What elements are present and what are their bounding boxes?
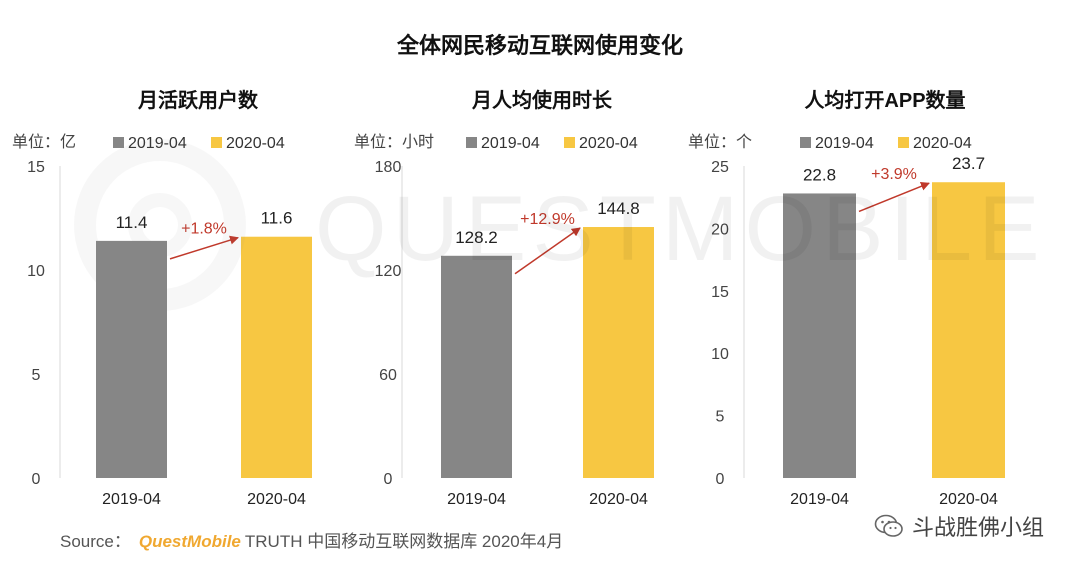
chart3-data-label-2020-04: 23.7: [952, 154, 985, 173]
chart2-bar-2019-04: [441, 255, 512, 478]
chart1-y-tick-label: 0: [32, 471, 41, 488]
chart2-data-label-2019-04: 128.2: [455, 228, 498, 247]
source-line: Source： QuestMobile TRUTH 中国移动互联网数据库 2020年…: [60, 527, 563, 552]
chart2-legend-label-2020: 2020-04: [579, 135, 638, 152]
chart3-growth-arrow: [858, 182, 930, 213]
chart1-legend-label-2019: 2019-04: [128, 135, 187, 152]
chart2-y-tick-label: 0: [384, 471, 393, 488]
chart1-data-label-2020-04: 11.6: [261, 209, 293, 228]
chart3-y-tick-label: 5: [716, 409, 725, 426]
chart1-bar-2020-04: [241, 236, 312, 478]
chart3-legend-swatch-2020: [898, 137, 909, 148]
source-prefix: Source：: [60, 532, 131, 551]
chart1-y-tick-label: 10: [27, 263, 45, 280]
chart3-legend-label-2019: 2019-04: [815, 135, 874, 152]
chart3-legend-swatch-2019: [800, 137, 811, 148]
chart1-legend-swatch-2019: [113, 137, 124, 148]
chart1-bar-2019-04: [96, 240, 167, 478]
chart3-y-tick-label: 20: [711, 221, 729, 238]
chart3-unit-label: 单位：个: [688, 133, 752, 151]
chart2-unit-label: 单位：小时: [354, 133, 434, 151]
chart1-growth-label: +1.8%: [181, 221, 227, 238]
chart2-legend-swatch-2020: [564, 137, 575, 148]
chart2-y-tick-label: 120: [375, 263, 402, 280]
chart3-bar-2019-04: [783, 193, 856, 478]
chart1-legend-swatch-2020: [211, 137, 222, 148]
chart2-y-tick-label: 60: [379, 367, 397, 384]
chart3-bar-2020-04: [932, 182, 1005, 478]
chart2-y-tick-label: 180: [375, 159, 402, 176]
chart1-y-tick-label: 5: [32, 367, 41, 384]
chart1-growth-arrow: [169, 235, 239, 260]
chart3-x-tick-label-2019-04: 2019-04: [790, 491, 849, 508]
chart2-legend-label-2019: 2019-04: [481, 135, 540, 152]
chart3-title: 人均打开APP数量: [804, 88, 965, 112]
chart2-bar-2020-04: [583, 227, 654, 478]
wechat-account: 斗战胜佛小组: [874, 510, 1044, 542]
chart2-growth-label: +12.9%: [520, 211, 575, 228]
main-title: 全体网民移动互联网使用变化: [396, 33, 683, 58]
source-brand: QuestMobile: [138, 532, 241, 551]
chart1-title: 月活跃用户数: [137, 88, 259, 112]
chart1-legend-label-2020: 2020-04: [226, 135, 285, 152]
chart3-x-tick-label-2020-04: 2020-04: [939, 491, 998, 508]
chart2-growth-arrow: [514, 227, 581, 275]
source-text: TRUTH 中国移动互联网数据库 2020年4月: [244, 532, 564, 551]
chart3-y-tick-label: 10: [711, 346, 729, 363]
chart2-x-tick-label-2020-04: 2020-04: [589, 491, 648, 508]
chart1-x-tick-label-2020-04: 2020-04: [247, 491, 306, 508]
chart3-growth-label: +3.9%: [871, 166, 917, 183]
chart2-title: 月人均使用时长: [471, 88, 613, 112]
chart2-legend-swatch-2019: [466, 137, 477, 148]
chart3-y-tick-label: 25: [711, 159, 729, 176]
chart1-y-tick-label: 15: [27, 159, 45, 176]
chart3-y-tick-label: 15: [711, 284, 729, 301]
wechat-icon: [874, 514, 903, 537]
chart3-data-label-2019-04: 22.8: [803, 165, 836, 184]
chart2-x-tick-label-2019-04: 2019-04: [447, 491, 506, 508]
chart1-data-label-2019-04: 11.4: [116, 213, 148, 232]
chart3-y-tick-label: 0: [716, 471, 725, 488]
chart2-data-label-2020-04: 144.8: [597, 199, 640, 218]
chart1-x-tick-label-2019-04: 2019-04: [102, 491, 161, 508]
chart3-legend-label-2020: 2020-04: [913, 135, 972, 152]
wechat-account-name: 斗战胜佛小组: [911, 515, 1044, 540]
chart1-unit-label: 单位：亿: [12, 133, 76, 151]
